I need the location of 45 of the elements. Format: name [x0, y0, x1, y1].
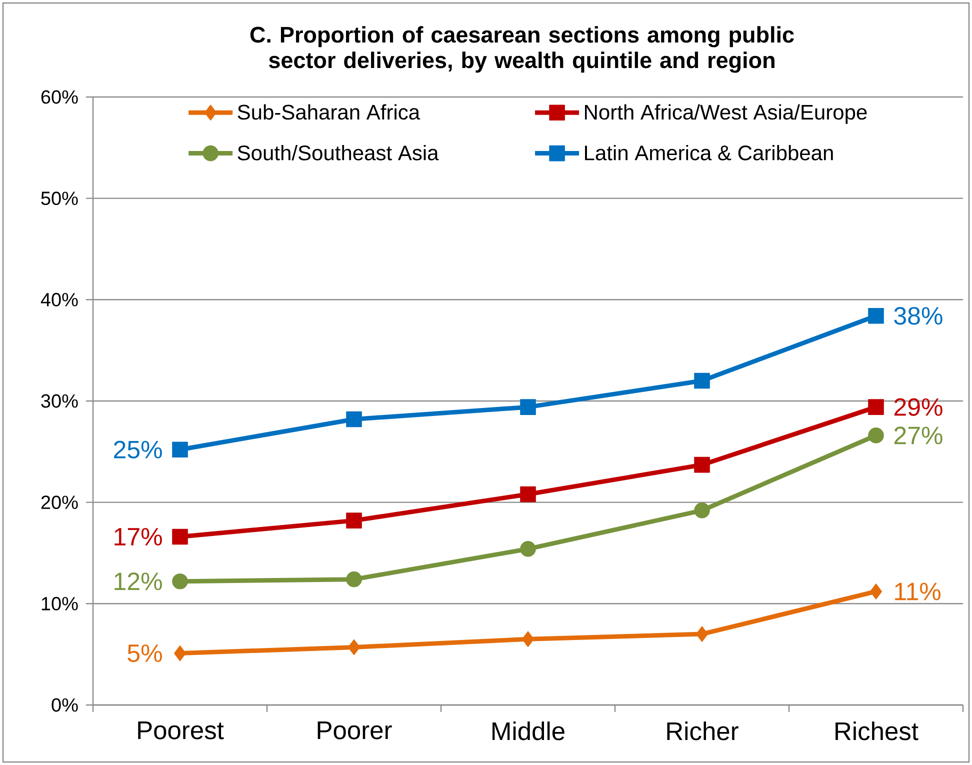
data-label: 12% — [114, 572, 162, 590]
legend-label: Latin America & Caribbean — [585, 144, 833, 160]
data-label: 27% — [894, 426, 942, 444]
x-tick-label: Middle — [492, 722, 564, 740]
y-tick-label: 60% — [41, 90, 78, 104]
point — [694, 502, 710, 518]
data-label: 5% — [128, 644, 162, 662]
y-tick-label: 30% — [41, 394, 78, 408]
legend-label: Sub-Saharan Africa — [238, 104, 420, 120]
point — [346, 512, 362, 528]
y-tick-label: 20% — [41, 496, 78, 510]
point — [522, 631, 534, 648]
data-label: 11% — [895, 582, 940, 600]
point — [348, 639, 360, 656]
point — [520, 486, 536, 502]
legend-label: North Africa/West Asia/Europe — [585, 104, 867, 124]
point — [172, 573, 188, 590]
data-label: 17% — [114, 528, 162, 546]
point — [694, 372, 710, 389]
y-tick-label: 10% — [42, 596, 78, 610]
point — [868, 308, 884, 324]
x-tick-label: Richest — [836, 722, 918, 740]
point — [520, 541, 536, 557]
y-tick-label: 0% — [52, 698, 78, 712]
legend-label: South/Southeast Asia — [238, 144, 439, 160]
x-tick-label: Poorer — [318, 722, 392, 740]
point — [694, 456, 710, 473]
x-tick-label: Poorest — [138, 722, 224, 740]
x-tick-label: Richer — [667, 722, 738, 740]
point — [870, 584, 882, 600]
point — [696, 626, 708, 642]
point — [868, 428, 884, 444]
point — [172, 528, 188, 545]
chart-title: C. Proportion of caesarean sections among public sector deliveries, by wealth quintile and region — [250, 26, 794, 73]
point — [520, 399, 536, 415]
y-tick-label: 40% — [40, 292, 78, 306]
point — [868, 399, 884, 415]
data-label: 38% — [894, 307, 942, 325]
y-tick-label: 50% — [41, 192, 78, 206]
point — [174, 645, 186, 662]
data-label: 25% — [114, 440, 162, 458]
point — [172, 442, 188, 458]
data-label: 29% — [894, 398, 942, 416]
point — [346, 571, 362, 588]
point — [346, 411, 362, 428]
